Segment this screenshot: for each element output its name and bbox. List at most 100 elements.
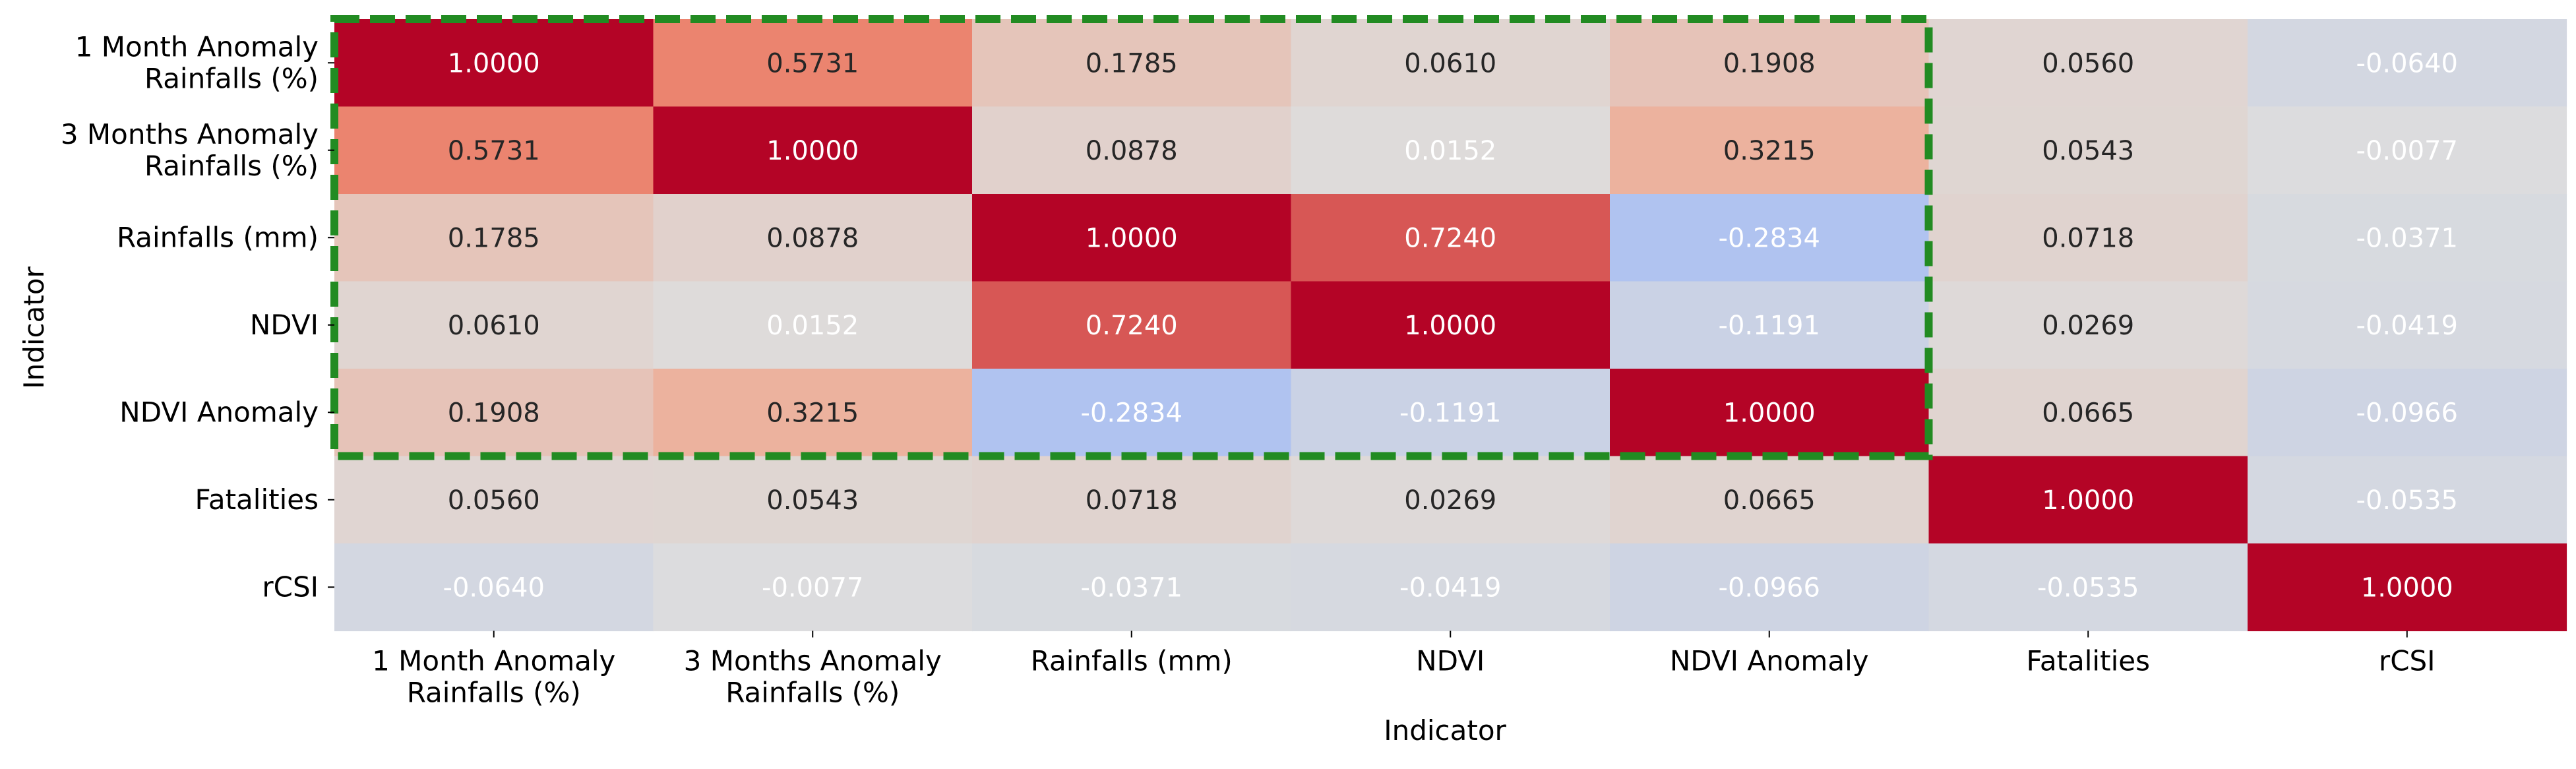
heatmap-cell-r5-c3 xyxy=(1291,456,1610,544)
cell-value-label: 0.0610 xyxy=(1404,48,1496,78)
highlight-box-layer xyxy=(330,15,1933,460)
cell-value-label: 1.0000 xyxy=(766,136,859,166)
heatmap-cell-r3-c0 xyxy=(334,281,654,369)
heatmap-cell-r1-c6 xyxy=(2248,106,2567,195)
heatmap-cell-r5-c0 xyxy=(334,456,654,544)
heatmap-cell-r6-c2 xyxy=(972,543,1292,632)
heatmap-cell-r5-c4 xyxy=(1610,456,1930,544)
cell-value-label: -0.0535 xyxy=(2356,485,2458,516)
cell-value-label: -0.0535 xyxy=(2037,572,2139,603)
highlight-dashed-box xyxy=(330,15,1933,460)
x-tick-label: 1 Month Anomaly Rainfalls (%) xyxy=(372,645,615,709)
cell-value-label: -0.0966 xyxy=(1719,572,1820,603)
x-tick-label: rCSI xyxy=(2379,645,2436,677)
heatmap-cells xyxy=(334,19,2567,632)
heatmap-cell-r2-c1 xyxy=(653,194,973,282)
cell-value-label: 0.0610 xyxy=(448,311,540,341)
cell-value-label: 1.0000 xyxy=(1723,398,1816,428)
heatmap-cell-r0-c1 xyxy=(653,19,973,108)
heatmap-cell-r4-c5 xyxy=(1928,369,2248,457)
heatmap-cell-r0-c0 xyxy=(334,19,654,108)
heatmap-cell-r0-c6 xyxy=(2248,19,2567,108)
heatmap-cell-r5-c6 xyxy=(2248,456,2567,544)
x-tick-label: 3 Months Anomaly Rainfalls (%) xyxy=(684,645,942,709)
cell-value-label: -0.1191 xyxy=(1399,398,1501,428)
heatmap-cell-r5-c1 xyxy=(653,456,973,544)
heatmap-cell-r0-c3 xyxy=(1291,19,1610,108)
cell-value-label: 1.0000 xyxy=(1404,311,1496,341)
cell-value-label: 0.0543 xyxy=(2042,136,2134,166)
cell-value-label: -0.2834 xyxy=(1719,223,1820,253)
heatmap-cell-r6-c1 xyxy=(653,543,973,632)
heatmap-cell-r3-c5 xyxy=(1928,281,2248,369)
heatmap-cell-r6-c6 xyxy=(2248,543,2567,632)
heatmap-cell-r1-c5 xyxy=(1928,106,2248,195)
cell-value-label: 0.7240 xyxy=(1086,311,1178,341)
heatmap-cell-r3-c3 xyxy=(1291,281,1610,369)
cell-value-label: -0.0419 xyxy=(1399,572,1501,603)
cell-value-label: -0.0371 xyxy=(1081,572,1182,603)
y-tick-label: NDVI Anomaly xyxy=(119,396,319,428)
cell-value-label: -0.0077 xyxy=(762,572,863,603)
cell-value-label: 0.0665 xyxy=(2042,398,2134,428)
heatmap-cell-r5-c5 xyxy=(1928,456,2248,544)
cell-value-label: 1.0000 xyxy=(1086,223,1178,253)
heatmap-cell-r2-c2 xyxy=(972,194,1292,282)
heatmap-cell-r1-c3 xyxy=(1291,106,1610,195)
heatmap-cell-labels: 1.0000 0.5731 0.1785 0.0610 0.1908 0.0560 -0.0… xyxy=(443,48,2458,603)
cell-value-label: -0.0371 xyxy=(2356,223,2458,253)
cell-value-label: 0.0878 xyxy=(766,223,859,253)
heatmap-cell-r3-c1 xyxy=(653,281,973,369)
heatmap-cell-r3-c2 xyxy=(972,281,1292,369)
y-axis: 1 Month Anomaly Rainfalls (%) 3 Months Ano… xyxy=(61,30,334,603)
cell-value-label: 0.1785 xyxy=(1086,48,1178,78)
heatmap-cell-r1-c4 xyxy=(1610,106,1930,195)
x-tick-label: NDVI xyxy=(1416,645,1485,677)
heatmap-cell-r6-c0 xyxy=(334,543,654,632)
cell-value-label: 0.1785 xyxy=(448,223,540,253)
x-tick-label: Fatalities xyxy=(2027,645,2150,677)
cell-value-label: 0.0718 xyxy=(1086,485,1178,516)
heatmap-cell-r0-c5 xyxy=(1928,19,2248,108)
y-axis-title: Indicator xyxy=(18,266,50,388)
cell-value-label: -0.0640 xyxy=(443,572,545,603)
heatmap-cell-r2-c0 xyxy=(334,194,654,282)
heatmap-cell-r3-c4 xyxy=(1610,281,1930,369)
heatmap-cell-r4-c3 xyxy=(1291,369,1610,457)
heatmap-cell-r4-c0 xyxy=(334,369,654,457)
heatmap-cell-r4-c2 xyxy=(972,369,1292,457)
heatmap-cell-r2-c4 xyxy=(1610,194,1930,282)
y-tick-label: 3 Months Anomaly Rainfalls (%) xyxy=(61,118,319,182)
heatmap-cell-r2-c6 xyxy=(2248,194,2567,282)
cell-value-label: 1.0000 xyxy=(2042,485,2134,516)
heatmap-cell-r6-c4 xyxy=(1610,543,1930,632)
heatmap-cell-r6-c3 xyxy=(1291,543,1610,632)
heatmap-cell-r2-c3 xyxy=(1291,194,1610,282)
cell-value-label: 0.7240 xyxy=(1404,223,1496,253)
x-tick-label: NDVI Anomaly xyxy=(1670,645,1869,677)
heatmap-cell-r4-c4 xyxy=(1610,369,1930,457)
y-tick-label: rCSI xyxy=(262,570,319,603)
cell-value-label: 0.0152 xyxy=(766,311,859,341)
cell-value-label: 0.0152 xyxy=(1404,136,1496,166)
y-tick-label: NDVI xyxy=(250,309,319,341)
cell-value-label: 0.0269 xyxy=(1404,485,1496,516)
y-tick-label: Rainfalls (mm) xyxy=(117,221,319,253)
cell-value-label: 1.0000 xyxy=(2361,572,2453,603)
cell-value-label: 0.0878 xyxy=(1086,136,1178,166)
heatmap-cell-r1-c1 xyxy=(653,106,973,195)
cell-value-label: 0.0718 xyxy=(2042,223,2134,253)
cell-value-label: 0.0560 xyxy=(2042,48,2134,78)
heatmap-cell-r5-c2 xyxy=(972,456,1292,544)
x-axis: 1 Month Anomaly Rainfalls (%) 3 Months Ano… xyxy=(372,631,2436,709)
y-tick-label: Fatalities xyxy=(195,483,319,516)
heatmap-cell-r4-c1 xyxy=(653,369,973,457)
cell-value-label: 0.3215 xyxy=(1723,136,1816,166)
cell-value-label: 0.1908 xyxy=(1723,48,1816,78)
heatmap-cell-r0-c4 xyxy=(1610,19,1930,108)
y-tick-label: 1 Month Anomaly Rainfalls (%) xyxy=(75,30,319,94)
heatmap-cell-r2-c5 xyxy=(1928,194,2248,282)
heatmap-cell-r6-c5 xyxy=(1928,543,2248,632)
heatmap-cell-r0-c2 xyxy=(972,19,1292,108)
